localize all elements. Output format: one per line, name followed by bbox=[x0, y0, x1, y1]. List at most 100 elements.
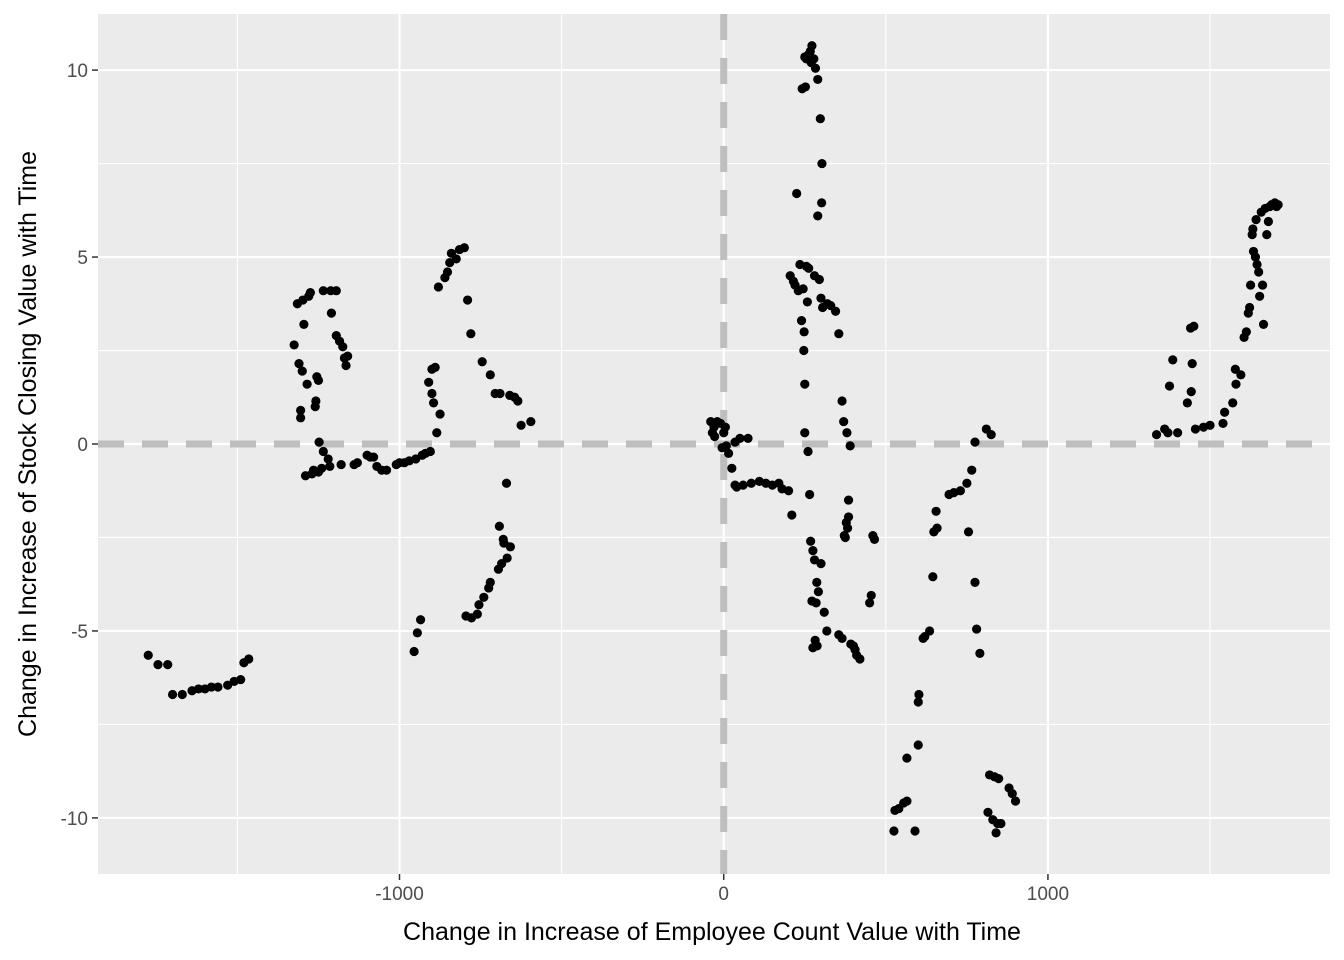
data-point bbox=[167, 689, 178, 700]
data-point bbox=[970, 577, 980, 587]
data-point bbox=[177, 689, 187, 700]
data-point bbox=[913, 697, 923, 707]
data-point bbox=[497, 559, 507, 569]
data-point bbox=[799, 327, 809, 337]
data-point bbox=[817, 158, 827, 169]
data-point bbox=[802, 297, 812, 307]
data-points bbox=[143, 41, 1283, 838]
data-point bbox=[710, 431, 720, 442]
x-tick-label: 1000 bbox=[1027, 884, 1069, 905]
data-point bbox=[1252, 259, 1262, 270]
data-point bbox=[822, 626, 832, 636]
data-point bbox=[813, 587, 823, 597]
data-point bbox=[817, 198, 827, 208]
data-point bbox=[800, 82, 811, 92]
data-point bbox=[326, 308, 337, 318]
data-point bbox=[889, 826, 899, 836]
data-point bbox=[955, 486, 966, 496]
data-point bbox=[294, 359, 304, 369]
data-point bbox=[914, 689, 924, 700]
data-point bbox=[840, 532, 850, 543]
data-point bbox=[428, 398, 439, 408]
data-point bbox=[314, 437, 324, 447]
y-tick-label: -10 bbox=[61, 809, 88, 830]
data-point bbox=[866, 590, 876, 601]
y-axis-title: Change in Increase of Stock Closing Valu… bbox=[14, 151, 42, 737]
data-point bbox=[816, 559, 826, 569]
data-point bbox=[855, 654, 865, 664]
data-point bbox=[1251, 215, 1261, 225]
data-point bbox=[415, 615, 426, 625]
x-axis-ticks: -1000 0 1000 bbox=[375, 874, 1069, 905]
data-point bbox=[1244, 302, 1255, 313]
x-tick-label: 0 bbox=[718, 884, 729, 905]
data-point bbox=[869, 534, 880, 544]
data-point bbox=[526, 416, 536, 427]
data-point bbox=[311, 396, 321, 406]
data-point bbox=[1190, 424, 1201, 434]
data-point bbox=[318, 446, 328, 457]
data-point bbox=[928, 572, 938, 582]
data-point bbox=[972, 624, 982, 634]
data-point bbox=[451, 254, 461, 264]
data-point bbox=[806, 536, 816, 546]
data-point bbox=[299, 319, 309, 329]
data-point bbox=[1186, 387, 1196, 397]
data-point bbox=[986, 430, 996, 440]
data-point bbox=[325, 461, 335, 472]
data-point bbox=[302, 379, 312, 389]
data-point bbox=[798, 284, 808, 294]
data-point bbox=[811, 598, 821, 608]
data-point bbox=[970, 437, 980, 447]
data-point bbox=[1189, 321, 1199, 331]
data-point bbox=[1255, 291, 1265, 301]
x-tick-label: -1000 bbox=[375, 884, 424, 905]
data-point bbox=[975, 648, 985, 658]
data-point bbox=[193, 684, 204, 694]
data-point bbox=[1220, 407, 1230, 417]
y-tick-label: 5 bbox=[77, 248, 88, 269]
data-point bbox=[435, 409, 445, 419]
data-point bbox=[931, 506, 941, 516]
data-point bbox=[1182, 398, 1192, 408]
data-point bbox=[343, 351, 353, 361]
data-point bbox=[812, 641, 822, 651]
data-point bbox=[804, 263, 814, 273]
data-point bbox=[495, 388, 505, 399]
y-tick-label: 10 bbox=[67, 61, 88, 82]
data-point bbox=[427, 388, 437, 399]
data-point bbox=[910, 826, 920, 836]
data-point bbox=[792, 188, 802, 199]
data-point bbox=[513, 396, 523, 406]
data-point bbox=[305, 287, 315, 298]
data-point bbox=[1007, 789, 1017, 799]
data-point bbox=[843, 495, 854, 505]
data-point bbox=[1168, 355, 1178, 365]
data-point bbox=[296, 405, 306, 415]
data-point bbox=[1248, 224, 1258, 234]
data-point bbox=[1010, 796, 1021, 806]
data-point bbox=[800, 428, 810, 438]
reference-lines bbox=[98, 14, 1330, 874]
x-axis-title: Change in Increase of Employee Count Val… bbox=[403, 918, 1021, 946]
data-point bbox=[796, 316, 807, 326]
data-point bbox=[925, 626, 935, 636]
data-point bbox=[837, 633, 847, 644]
data-point bbox=[983, 807, 993, 817]
data-point bbox=[845, 441, 855, 451]
data-point bbox=[338, 342, 348, 352]
data-point bbox=[809, 54, 819, 64]
data-point bbox=[799, 345, 809, 356]
y-tick-label: 0 bbox=[77, 435, 88, 456]
data-point bbox=[913, 740, 923, 750]
data-point bbox=[1241, 327, 1251, 337]
data-point bbox=[432, 428, 442, 438]
data-point bbox=[206, 682, 217, 692]
data-point bbox=[236, 674, 246, 685]
data-point bbox=[932, 523, 942, 533]
data-point bbox=[815, 114, 825, 124]
data-point bbox=[834, 329, 844, 339]
data-point bbox=[812, 577, 822, 587]
data-point bbox=[996, 818, 1006, 829]
data-point bbox=[1231, 379, 1241, 389]
